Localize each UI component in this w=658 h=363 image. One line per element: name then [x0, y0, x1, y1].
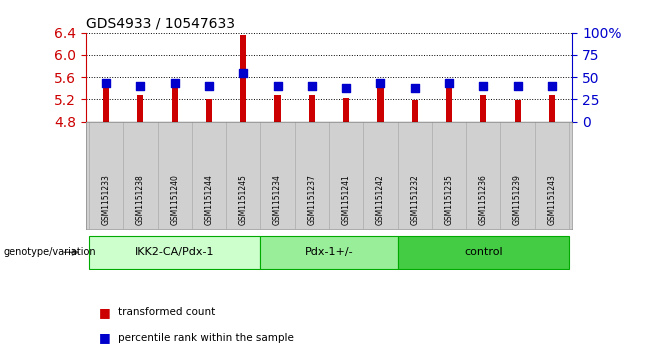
Point — [443, 81, 454, 86]
Text: ■: ■ — [99, 306, 111, 319]
Point — [409, 85, 420, 91]
Text: Pdx-1+/-: Pdx-1+/- — [305, 246, 353, 257]
Bar — [274, 95, 281, 122]
Bar — [343, 98, 349, 122]
Text: GSM1151238: GSM1151238 — [136, 175, 145, 225]
Bar — [206, 99, 212, 122]
Point — [513, 83, 523, 89]
Text: control: control — [464, 246, 503, 257]
Point — [341, 85, 351, 91]
Bar — [103, 82, 109, 122]
Point — [547, 83, 557, 89]
Text: genotype/variation: genotype/variation — [3, 246, 96, 257]
Text: percentile rank within the sample: percentile rank within the sample — [118, 333, 294, 343]
Point — [204, 83, 215, 89]
Text: GSM1151236: GSM1151236 — [479, 175, 488, 225]
Bar — [397, 236, 569, 269]
Bar — [89, 236, 261, 269]
Bar — [240, 36, 246, 122]
Text: GSM1151232: GSM1151232 — [410, 175, 419, 225]
Bar — [138, 95, 143, 122]
Bar — [446, 83, 452, 122]
Bar — [480, 95, 486, 122]
Text: GSM1151243: GSM1151243 — [547, 175, 557, 225]
Text: GSM1151240: GSM1151240 — [170, 175, 179, 225]
Text: GDS4933 / 10547633: GDS4933 / 10547633 — [86, 16, 234, 30]
Bar — [261, 236, 397, 269]
Text: GSM1151244: GSM1151244 — [205, 175, 213, 225]
Point — [169, 81, 180, 86]
Point — [478, 83, 489, 89]
Bar — [515, 100, 520, 122]
Text: GSM1151234: GSM1151234 — [273, 175, 282, 225]
Text: GSM1151233: GSM1151233 — [101, 175, 111, 225]
Bar — [172, 83, 178, 122]
Point — [307, 83, 317, 89]
Text: IKK2-CA/Pdx-1: IKK2-CA/Pdx-1 — [135, 246, 215, 257]
Text: transformed count: transformed count — [118, 307, 216, 317]
Text: GSM1151237: GSM1151237 — [307, 175, 316, 225]
Bar — [549, 95, 555, 122]
Text: GSM1151235: GSM1151235 — [445, 175, 453, 225]
Text: GSM1151239: GSM1151239 — [513, 175, 522, 225]
Text: GSM1151245: GSM1151245 — [239, 175, 248, 225]
Point — [135, 83, 145, 89]
Point — [375, 81, 386, 86]
Point — [272, 83, 283, 89]
Bar — [309, 95, 315, 122]
Bar — [412, 101, 418, 122]
Text: ■: ■ — [99, 331, 111, 344]
Point — [101, 81, 111, 86]
Text: GSM1151241: GSM1151241 — [342, 175, 351, 225]
Text: GSM1151242: GSM1151242 — [376, 175, 385, 225]
Bar — [377, 80, 384, 122]
Point — [238, 70, 249, 76]
